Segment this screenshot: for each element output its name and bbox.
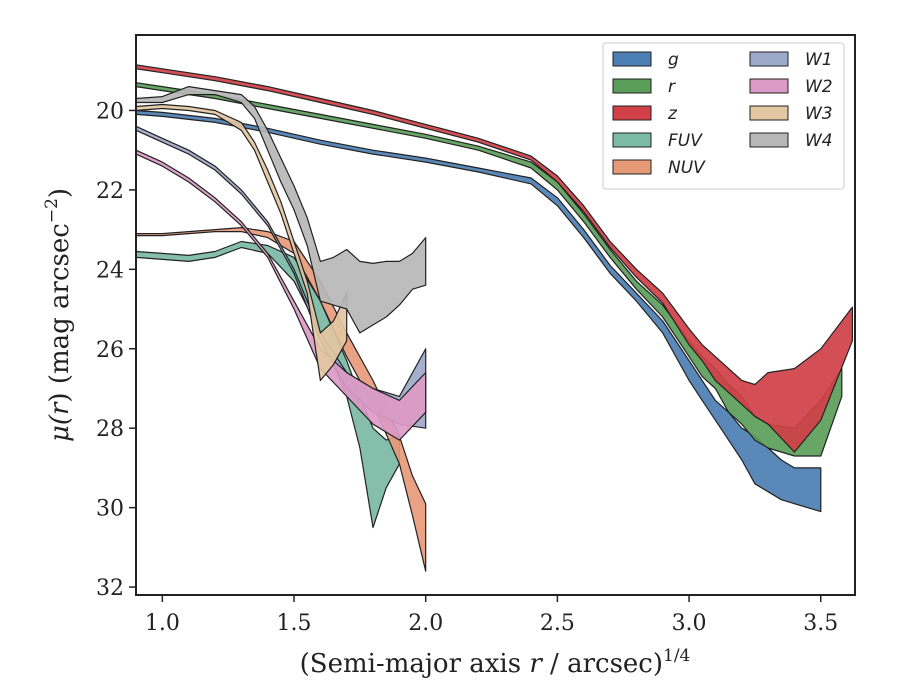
band-w2 bbox=[135, 149, 427, 441]
legend-swatch-w4 bbox=[749, 132, 789, 148]
band-w1 bbox=[135, 125, 427, 429]
band-g bbox=[135, 109, 822, 513]
legend-swatch-fuv bbox=[612, 132, 652, 148]
x-tick-label: 1.5 bbox=[277, 611, 312, 636]
legend-swatch-g bbox=[612, 51, 652, 67]
series-bands bbox=[135, 64, 854, 572]
x-tick-label: 1.0 bbox=[145, 611, 180, 636]
y-tick-label: 30 bbox=[96, 497, 124, 522]
legend-swatch-w3 bbox=[749, 105, 789, 121]
band-nuv bbox=[135, 227, 427, 572]
legend-label-g: g bbox=[668, 50, 679, 70]
x-axis: 1.0 1.5 2.0 2.5 3.0 3.5 bbox=[145, 595, 838, 636]
band-r bbox=[135, 82, 843, 457]
y-tick-label: 28 bbox=[96, 417, 124, 442]
plot-frame bbox=[135, 34, 856, 596]
y-tick-label: 24 bbox=[96, 258, 124, 283]
legend-label-w3: W3 bbox=[805, 104, 833, 124]
legend-swatch-w1 bbox=[749, 51, 789, 67]
band-w3 bbox=[135, 103, 348, 382]
legend: grz FUV NUV W1 W2 W3 W4 bbox=[602, 42, 845, 190]
x-axis-label: (Semi-major axis r / arcsec)1/4 bbox=[300, 646, 691, 679]
legend-label-z: z bbox=[667, 104, 678, 124]
legend-label-w2: W2 bbox=[805, 77, 833, 97]
legend-label-nuv: NUV bbox=[668, 158, 706, 178]
legend-label-fuv: FUV bbox=[668, 131, 703, 151]
x-tick-label: 2.0 bbox=[408, 611, 443, 636]
band-z bbox=[135, 64, 854, 453]
y-tick-label: 26 bbox=[96, 338, 124, 363]
y-tick-label: 22 bbox=[96, 179, 124, 204]
x-tick-label: 3.0 bbox=[672, 611, 707, 636]
legend-label-r: r bbox=[668, 77, 676, 97]
legend-label-w1: W1 bbox=[805, 50, 833, 70]
legend-swatch-r bbox=[612, 78, 652, 94]
y-tick-label: 32 bbox=[96, 576, 124, 601]
legend-swatch-w2 bbox=[749, 78, 789, 94]
y-axis: 20 22 24 26 28 30 32 bbox=[96, 99, 136, 601]
band-w4 bbox=[135, 85, 427, 334]
x-tick-label: 2.5 bbox=[540, 611, 575, 636]
y-tick-label: 20 bbox=[96, 99, 124, 124]
y-axis-label: μ(r) (mag arcsec−2) bbox=[42, 188, 75, 442]
legend-swatch-nuv bbox=[612, 159, 652, 175]
legend-swatch-z bbox=[612, 105, 652, 121]
legend-label-w4: W4 bbox=[805, 131, 833, 151]
x-tick-label: 3.5 bbox=[803, 611, 838, 636]
